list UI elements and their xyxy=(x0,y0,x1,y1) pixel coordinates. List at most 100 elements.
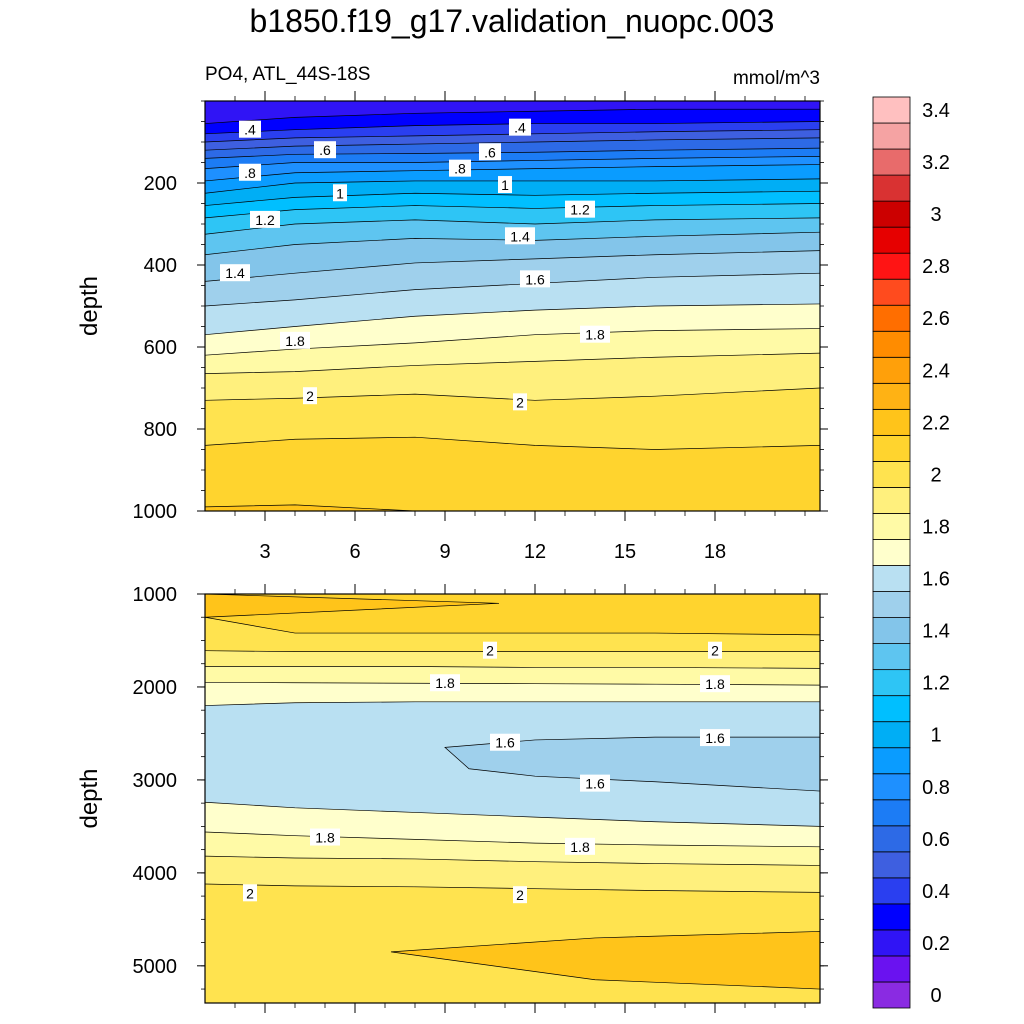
colorbar-label: 3 xyxy=(930,204,941,226)
colorbar-label: 1.2 xyxy=(922,673,950,695)
y-tick-label: 2000 xyxy=(133,677,178,699)
x-tick-label: 18 xyxy=(704,541,726,563)
contour-label-box xyxy=(239,120,261,138)
colorbar: 0 0.2 0.4 0.6 0.8 1 1.2 1.4 1.6 1.8 2 2.2 2.4 2.6 2.8 3… xyxy=(872,96,950,1009)
contour-label: 1.8 xyxy=(705,676,725,692)
colorbar-swatch xyxy=(872,669,911,697)
contour-label-box xyxy=(280,331,310,349)
fill-band-maximum xyxy=(390,931,820,990)
contour-line xyxy=(205,352,820,374)
colorbar-label: 2.2 xyxy=(922,412,950,434)
contour-label: 1.6 xyxy=(585,776,605,792)
y-tick-label: 600 xyxy=(144,337,177,359)
y-axis-label: depth xyxy=(76,276,103,336)
colorbar-swatch xyxy=(872,617,911,644)
contour-label: 1.8 xyxy=(315,830,335,846)
contour-line xyxy=(205,328,820,356)
colorbar-swatch xyxy=(872,851,911,879)
colorbar-swatch xyxy=(872,434,911,462)
contour-label: 1.8 xyxy=(585,327,605,343)
contour-label-box xyxy=(479,143,501,161)
contour-label-box xyxy=(483,641,497,659)
contour-label: .6 xyxy=(319,142,331,158)
lower-frame xyxy=(204,593,821,1004)
contour-label: 1 xyxy=(501,177,509,193)
contour-label: 1.2 xyxy=(255,212,275,228)
contour-line xyxy=(205,681,820,686)
contour-label: 1.8 xyxy=(570,839,590,855)
contour-line xyxy=(205,701,820,706)
lower-panel: 2 2 1.8 1.8 1.6 1.6 1.6 1.8 1.8 2 2 1000 2000 3000 400… xyxy=(76,584,828,1013)
contour-line xyxy=(205,303,820,336)
contour-label-box xyxy=(239,163,261,181)
contour-label-box xyxy=(509,118,531,136)
contour-label-box xyxy=(565,200,595,218)
contour-label-box xyxy=(700,729,730,747)
contour-label: 2 xyxy=(306,388,314,404)
colorbar-swatch xyxy=(872,382,911,410)
contour-label: 2 xyxy=(711,643,719,659)
contour-label-box xyxy=(513,393,527,411)
colorbar-swatch xyxy=(872,330,911,358)
fill-band xyxy=(205,831,820,866)
contour-label: .6 xyxy=(484,144,496,160)
colorbar-label: 1.4 xyxy=(922,621,950,643)
contour-label-box xyxy=(430,674,460,692)
colorbar-swatch xyxy=(872,721,911,749)
contour-line xyxy=(205,387,820,401)
units-label: mmol/m^3 xyxy=(732,68,820,89)
colorbar-swatch xyxy=(872,981,911,1009)
colorbar-swatch xyxy=(872,148,911,176)
contour-label-box xyxy=(700,675,730,693)
colorbar-swatch xyxy=(872,877,911,905)
variable-label: PO4, ATL_44S-18S xyxy=(205,64,371,85)
contour-line xyxy=(205,436,820,450)
colorbar-swatch xyxy=(872,278,911,306)
contour-line xyxy=(205,272,820,307)
contour-label: 1.4 xyxy=(225,265,245,281)
y-tick-label: 200 xyxy=(144,173,177,195)
colorbar-label: 1.8 xyxy=(922,516,950,538)
lower-fills xyxy=(205,594,820,1003)
colorbar-label: 0.6 xyxy=(922,829,950,851)
contour-label-box xyxy=(513,886,527,904)
colorbar-swatch xyxy=(872,643,911,671)
colorbar-swatch xyxy=(872,799,911,827)
colorbar-swatch xyxy=(872,773,911,801)
contour-line xyxy=(205,108,820,124)
contour-label-box xyxy=(498,176,512,194)
contour-label: .4 xyxy=(244,122,256,138)
colorbar-label: 2.4 xyxy=(922,360,950,382)
contour-label-box xyxy=(490,733,520,751)
colorbar-swatch xyxy=(872,408,911,436)
contour-label-box xyxy=(333,184,347,202)
fill-band xyxy=(205,617,820,652)
contour-label: 2 xyxy=(516,887,524,903)
contour-label: 1.6 xyxy=(495,735,515,751)
lower-contours xyxy=(205,616,820,893)
colorbar-swatch xyxy=(872,356,911,384)
y-tick-label: 1000 xyxy=(133,584,178,606)
contour-label-box xyxy=(303,387,317,405)
colorbar-label: 0.8 xyxy=(922,777,950,799)
colorbar-swatch xyxy=(872,539,911,566)
colorbar-label: 2.6 xyxy=(922,308,950,330)
colorbar-label: 2.8 xyxy=(922,256,950,278)
contour-label-box xyxy=(449,159,471,177)
colorbar-swatch xyxy=(872,487,911,514)
contour-label: .4 xyxy=(514,120,526,136)
fill-band xyxy=(205,504,820,511)
contour-label: 1.8 xyxy=(285,333,305,349)
contour-label-box xyxy=(250,210,280,228)
fill-band xyxy=(205,666,820,686)
y-tick-label: 400 xyxy=(144,255,177,277)
x-tick-label: 9 xyxy=(439,541,450,563)
contour-line xyxy=(205,137,820,151)
colorbar-label: 0 xyxy=(930,985,941,1007)
x-tick-label: 3 xyxy=(259,541,270,563)
contour-line xyxy=(205,801,820,827)
contour-label-box xyxy=(314,141,336,159)
contour-label-box xyxy=(243,884,257,902)
contour-label: 2 xyxy=(486,643,494,659)
contour-label: 1.6 xyxy=(705,730,725,746)
